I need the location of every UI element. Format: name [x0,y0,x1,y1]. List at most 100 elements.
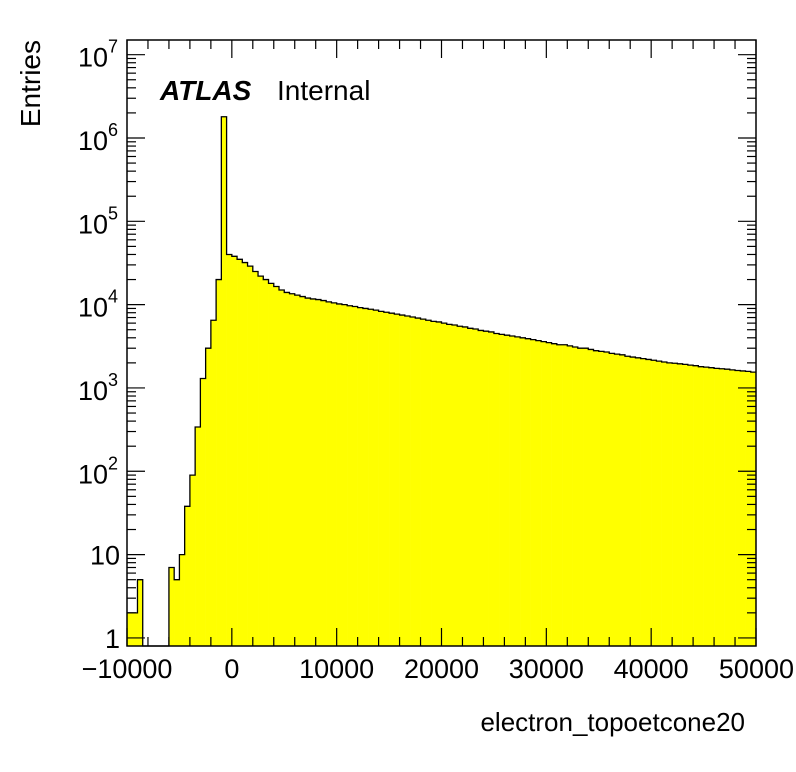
histogram-bin [378,311,385,646]
x-tick-label: 50000 [719,654,794,684]
histogram-bin [593,350,600,646]
histogram-bin [216,279,222,646]
histogram-bin [483,331,489,646]
histogram-bin [614,354,621,646]
histogram-bin [714,368,720,646]
histogram-bin [362,308,369,646]
histogram-bin [326,301,332,646]
histogram-bin [415,318,421,646]
histogram-bin [567,345,573,646]
histogram-bin [357,307,364,646]
histogram-bin [127,612,133,646]
y-tick-base: 10 [78,43,108,73]
y-tick-label: 102 [78,453,118,489]
histogram-bin [488,331,495,646]
histogram-bin [310,298,316,646]
histogram-bin [562,344,568,646]
histogram-bin [263,279,269,646]
histogram-bin [493,333,500,646]
histogram-bin [687,365,694,646]
histogram-bin [457,326,463,646]
histogram-bin [137,579,144,646]
histogram-bin [389,313,395,646]
histogram-bin [436,321,442,646]
y-tick-label: 106 [78,120,118,156]
x-tick-label: 40000 [614,654,689,684]
histogram-bin [305,298,311,646]
plot-frame [126,39,757,647]
histogram-outline [127,116,756,647]
histogram-bin [189,475,196,646]
histogram-bin [441,323,448,646]
histogram-bin [645,359,652,646]
histogram-bin [677,363,683,646]
histogram-bin [205,348,212,646]
histogram-bin [478,330,484,646]
axis-ticks [126,40,757,646]
histogram-bin [336,303,343,646]
histogram-bin [184,506,191,646]
histogram-bin [703,367,710,646]
histogram-bin [446,324,453,646]
histogram-bin [745,371,752,646]
histogram-bin [735,370,741,646]
atlas-status: Internal [277,75,370,106]
atlas-label: ATLAS Internal [159,75,370,106]
histogram-bin [729,369,736,646]
histogram-bin [132,612,138,646]
histogram-bin [467,328,474,646]
histogram-bin [525,338,531,646]
histogram-bin [750,372,757,646]
histogram-bin [572,347,579,646]
histogram-bin [242,262,248,646]
histogram-bin [556,344,563,646]
histogram-bin [693,365,699,646]
histogram-bin [546,342,552,646]
histogram-bin [635,357,641,646]
histogram-bin [583,348,589,646]
y-tick-exponent: 7 [108,37,118,57]
histogram-bin [624,356,631,646]
histogram-bin [226,254,233,646]
histogram-bin [174,579,180,646]
histogram-bin [279,289,285,646]
histogram-bin [210,320,217,646]
histogram-bin [352,306,358,646]
histogram-bin [740,370,746,646]
histogram-bin [724,369,731,646]
histogram-bin [231,256,238,646]
y-tick-label: 1 [105,624,120,654]
histogram-bin [221,116,227,647]
y-tick-label: 10 [90,541,120,571]
x-tick-label: 30000 [509,654,584,684]
histogram-bin [368,309,374,646]
y-tick-base: 10 [78,126,108,156]
histogram-bin [294,295,301,646]
histogram-bin [656,361,662,646]
histogram-bin [341,304,348,646]
histogram-bin [299,296,306,646]
histogram-bin [698,366,704,646]
histogram-bin [530,339,537,646]
histogram-bin [609,353,615,646]
histogram-bin [258,276,264,646]
histogram-bin [514,336,521,646]
histogram-bin [619,354,626,646]
y-tick-exponent: 5 [108,203,118,223]
histogram-bin [347,305,353,646]
histogram-bin [373,310,379,646]
histogram-bin [520,337,526,646]
y-tick-base: 10 [78,459,108,489]
histogram-bin [383,312,390,646]
y-tick-label: 103 [78,370,118,406]
histogram-bin [315,299,322,646]
histogram-bin [541,341,547,646]
histogram-bin [472,329,479,646]
histogram-bin [672,363,678,646]
histogram-bin [237,259,243,646]
histogram-bin [289,293,296,646]
histogram-bin [504,335,510,646]
histogram-bin [535,340,542,646]
atlas-bold: ATLAS [159,75,252,106]
y-tick-base: 10 [78,376,108,406]
